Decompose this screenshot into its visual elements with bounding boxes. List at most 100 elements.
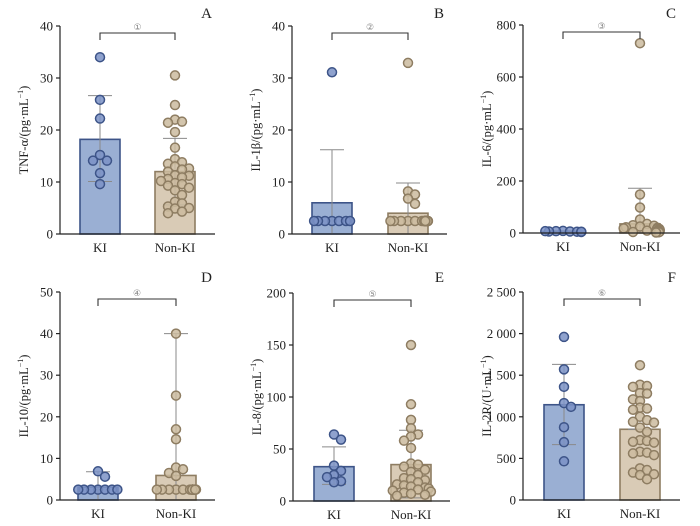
y-tick-label: 50 bbox=[40, 285, 53, 300]
data-point bbox=[112, 484, 123, 495]
y-axis-label: IL-2R/(U·mL−1) bbox=[479, 355, 494, 436]
x-category-label: Non-KI bbox=[391, 507, 431, 522]
data-point bbox=[94, 51, 106, 63]
y-tick-label: 0 bbox=[47, 227, 54, 242]
y-tick-label: 20 bbox=[40, 123, 53, 138]
data-point bbox=[558, 436, 570, 448]
data-point bbox=[170, 434, 182, 445]
significance-label: ⑤ bbox=[368, 290, 376, 300]
y-tick-label: 100 bbox=[267, 390, 287, 405]
y-tick-label: 40 bbox=[40, 326, 53, 341]
data-point bbox=[627, 381, 639, 393]
significance-bracket bbox=[331, 32, 409, 40]
data-point bbox=[335, 434, 347, 445]
y-tick-label: 200 bbox=[497, 174, 517, 189]
y-tick-label: 0 bbox=[279, 227, 286, 242]
data-point bbox=[576, 226, 587, 237]
y-tick-label: 30 bbox=[40, 71, 53, 86]
data-point bbox=[344, 215, 356, 227]
group-non-ki bbox=[387, 339, 437, 502]
group-ki bbox=[79, 51, 121, 235]
y-tick-label: 200 bbox=[267, 286, 287, 301]
y-tick-label: 30 bbox=[272, 71, 285, 86]
data-point bbox=[99, 471, 111, 482]
data-point bbox=[419, 489, 431, 501]
y-tick-label: 600 bbox=[497, 70, 517, 85]
y-tick-label: 40 bbox=[40, 19, 53, 34]
data-point bbox=[170, 424, 182, 435]
data-point bbox=[405, 339, 417, 351]
data-point bbox=[419, 464, 431, 476]
data-point bbox=[169, 185, 181, 196]
data-point bbox=[648, 437, 660, 448]
data-point bbox=[641, 403, 653, 414]
data-point bbox=[162, 180, 174, 191]
y-tick-label: 0 bbox=[510, 226, 517, 241]
y-tick-label: 1 000 bbox=[487, 409, 516, 424]
panel-letter: D bbox=[201, 270, 212, 286]
data-point bbox=[177, 463, 189, 475]
data-point bbox=[627, 416, 639, 428]
data-point bbox=[176, 116, 188, 127]
group-non-ki bbox=[619, 359, 661, 501]
x-category-label: KI bbox=[91, 506, 105, 521]
y-tick-label: 30 bbox=[40, 368, 53, 383]
y-axis-label: TNF-α/(pg·mL−1) bbox=[16, 86, 31, 175]
x-category-label: KI bbox=[93, 240, 107, 255]
data-point bbox=[326, 67, 338, 78]
data-point bbox=[558, 331, 570, 343]
data-point bbox=[641, 473, 653, 485]
y-axis-label: IL-10/(pg·mL−1) bbox=[16, 355, 31, 438]
data-point bbox=[420, 215, 431, 227]
y-tick-label: 2 000 bbox=[487, 326, 516, 341]
y-axis-label: IL-6/(pg·mL−1) bbox=[479, 91, 494, 168]
y-tick-label: 0 bbox=[510, 493, 517, 508]
data-point bbox=[308, 215, 320, 227]
group-ki bbox=[72, 466, 123, 501]
significance-label: ② bbox=[366, 23, 374, 33]
data-point bbox=[648, 417, 660, 428]
panel-d: 0 10 20 30 40 50 KI Non-KI IL-10/(pg·mL−1) ④ D bbox=[16, 270, 215, 521]
panel-f: 0 500 1 000 1 500 2 000 2 500 KI Non-KI IL-2R/(U… bbox=[479, 270, 680, 521]
y-tick-label: 10 bbox=[40, 451, 53, 466]
data-point bbox=[634, 359, 646, 371]
data-point bbox=[170, 390, 182, 401]
y-tick-label: 40 bbox=[272, 19, 285, 34]
x-category-label: Non-KI bbox=[156, 506, 196, 521]
data-point bbox=[170, 328, 182, 339]
data-point bbox=[558, 421, 570, 433]
significance-bracket bbox=[563, 298, 641, 306]
y-tick-label: 800 bbox=[497, 18, 517, 33]
data-point bbox=[87, 155, 99, 166]
data-point bbox=[402, 57, 414, 69]
data-point bbox=[634, 202, 646, 213]
data-point bbox=[558, 364, 570, 375]
panel-letter: C bbox=[666, 6, 676, 22]
data-point bbox=[151, 484, 163, 495]
group-ki bbox=[313, 429, 355, 502]
panel-e: 0 50 100 150 200 KI Non-KI IL-8/(pg·mL−1) ⑤ E bbox=[249, 270, 450, 522]
data-point bbox=[627, 436, 639, 448]
data-point bbox=[558, 381, 570, 393]
group-ki bbox=[543, 331, 585, 501]
data-point bbox=[398, 461, 410, 472]
data-point bbox=[189, 484, 201, 495]
data-point bbox=[170, 470, 182, 482]
data-point bbox=[627, 226, 639, 238]
data-point bbox=[627, 448, 639, 459]
data-point bbox=[183, 182, 195, 193]
data-point bbox=[162, 207, 174, 219]
significance-label: ④ bbox=[133, 289, 141, 299]
data-point bbox=[94, 149, 106, 161]
x-category-label: KI bbox=[556, 239, 570, 254]
x-category-label: KI bbox=[327, 507, 341, 522]
y-tick-label: 500 bbox=[497, 451, 517, 466]
y-tick-label: 50 bbox=[273, 442, 286, 457]
data-point bbox=[405, 488, 417, 499]
panel-b: 0 10 20 30 40 KI Non-KI IL-1β/(pg·mL−1) ② B bbox=[248, 6, 447, 255]
data-point bbox=[94, 178, 106, 190]
data-point bbox=[176, 206, 188, 217]
y-axis-label: IL-1β/(pg·mL−1) bbox=[248, 89, 263, 172]
y-tick-label: 150 bbox=[267, 338, 287, 353]
data-point bbox=[155, 175, 167, 187]
